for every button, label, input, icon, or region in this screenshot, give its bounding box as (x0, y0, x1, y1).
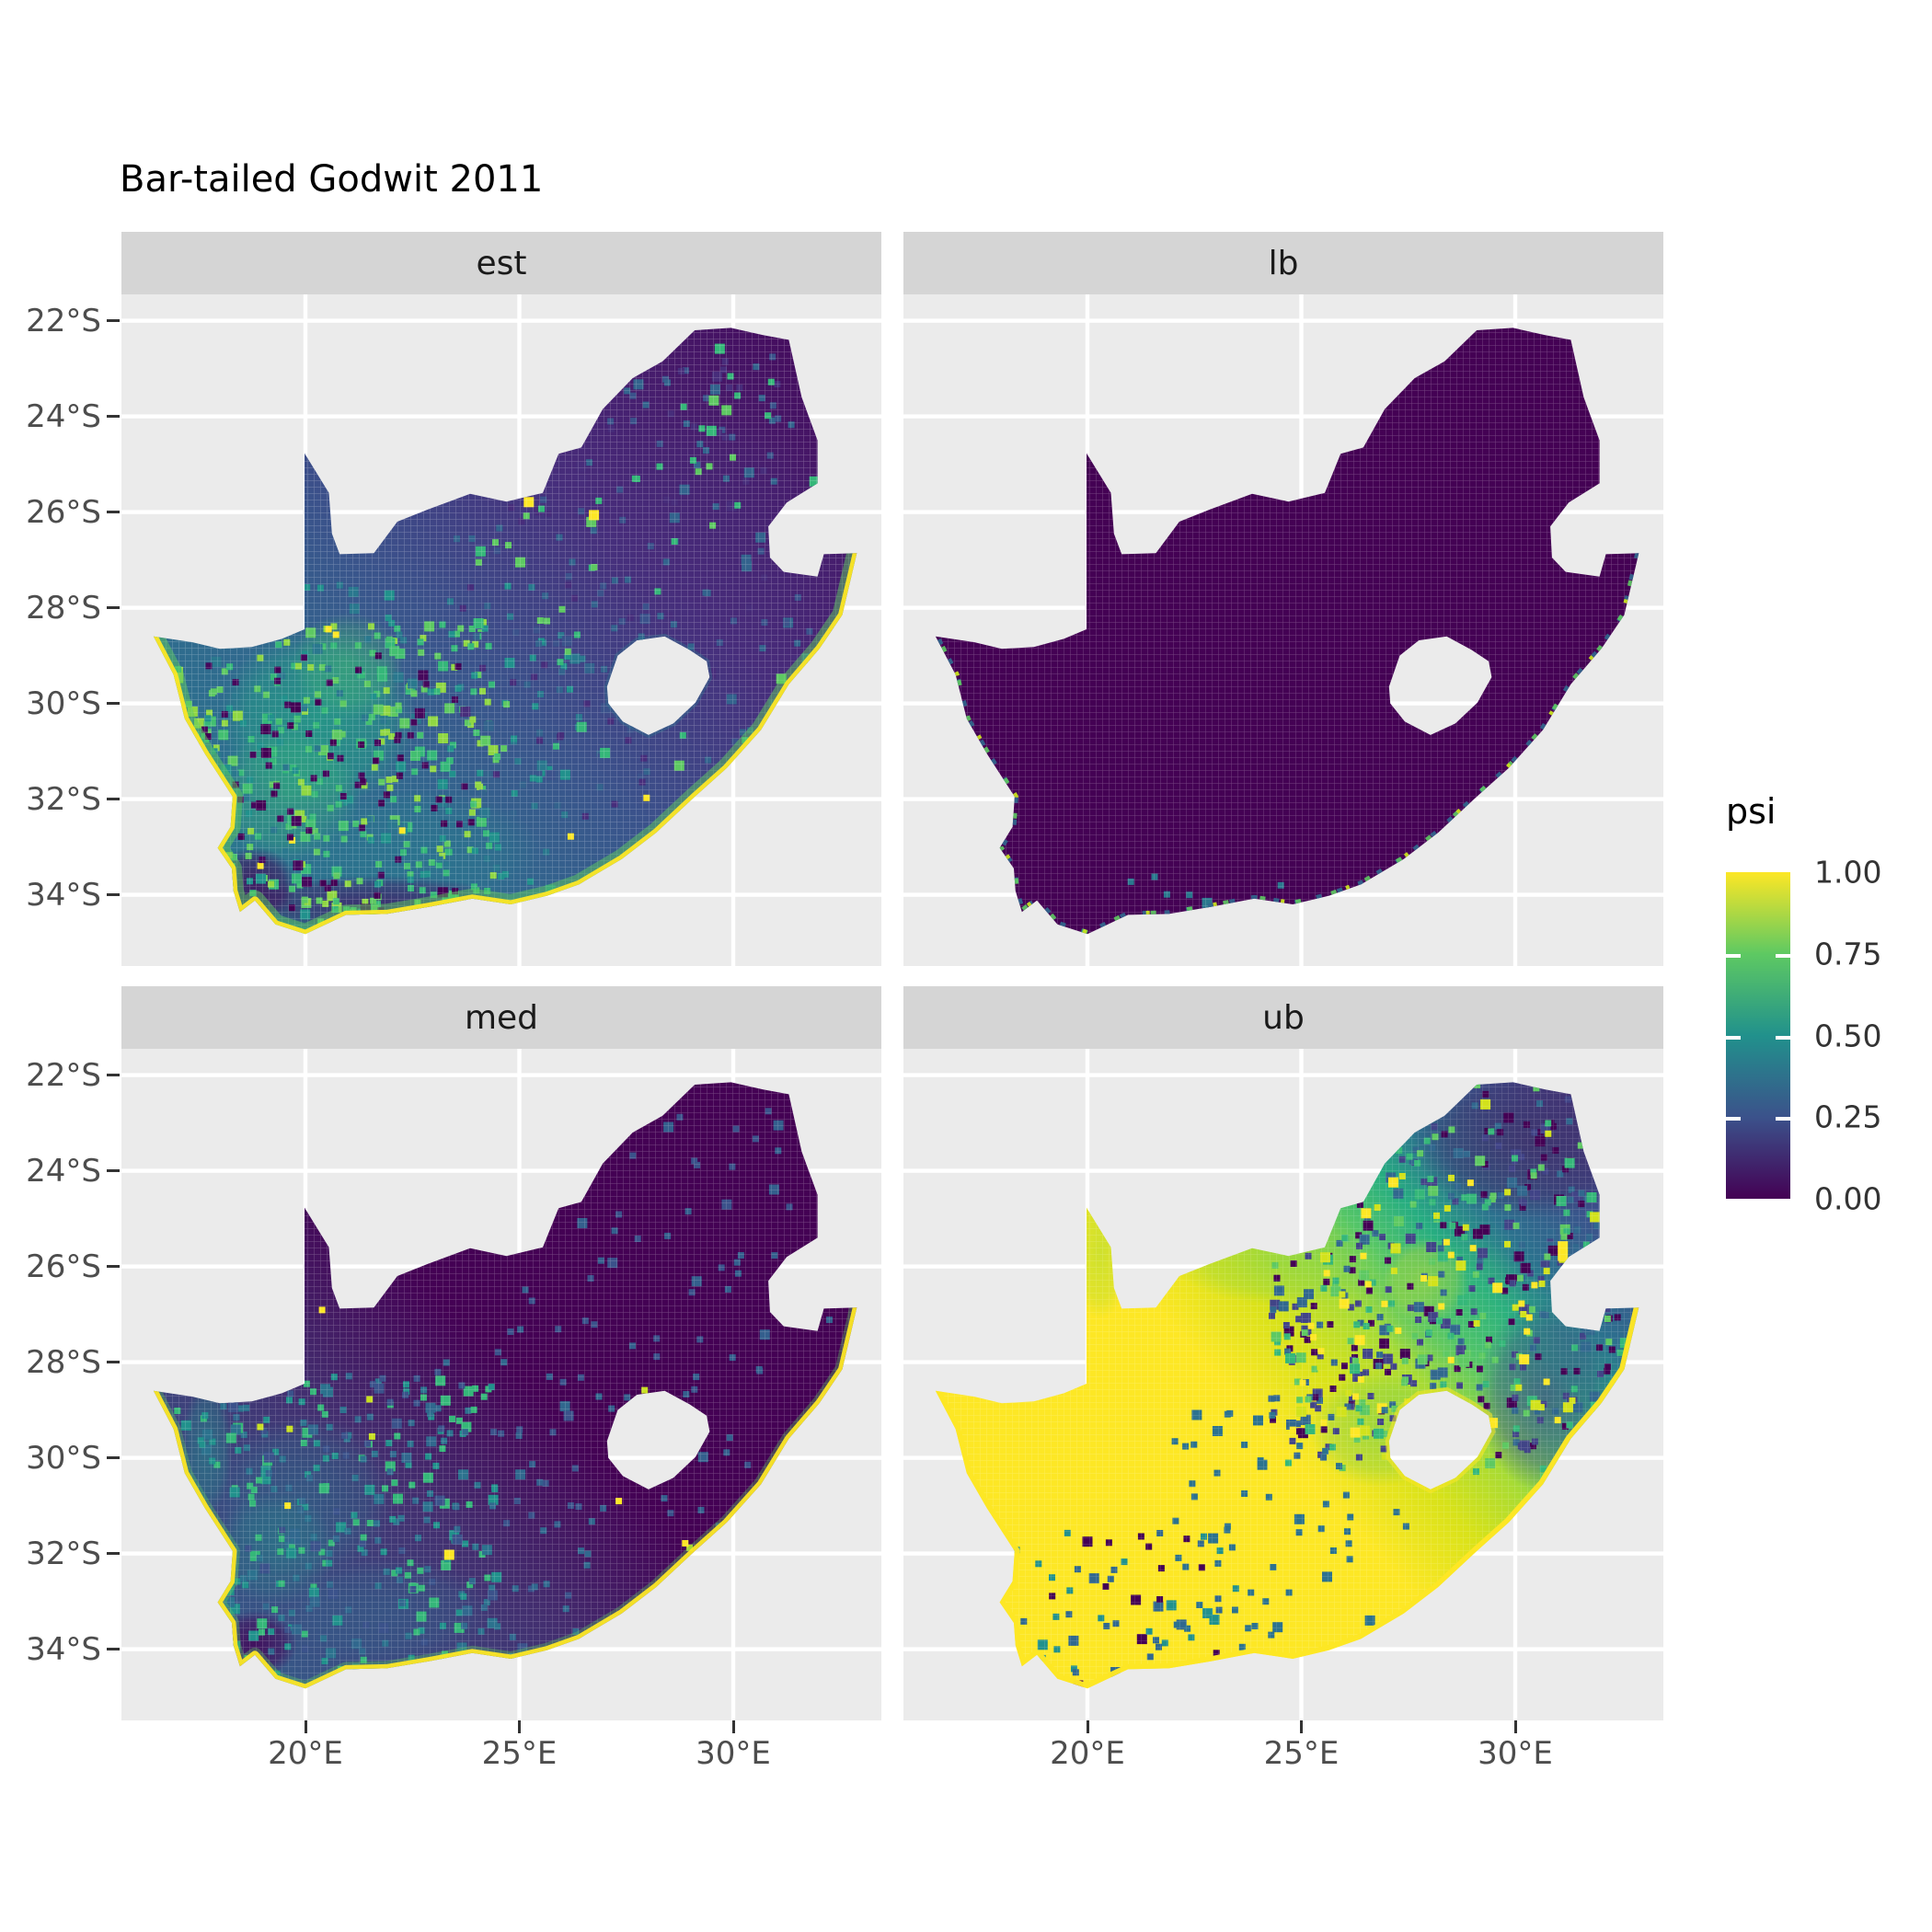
y-tick-label: 34°S (26, 876, 101, 914)
y-tick-mark (107, 1648, 120, 1651)
panel-gridline-h (903, 1073, 1663, 1077)
map-lb (903, 294, 1663, 966)
x-tick-mark (1513, 1720, 1517, 1733)
legend-title: psi (1726, 791, 1777, 832)
legend-tick-label: 0.75 (1814, 936, 1882, 972)
y-tick-mark (107, 1265, 120, 1269)
legend: psi 1.00 0.75 0.50 0.25 0.00 (1713, 791, 1925, 1224)
x-tick-label: 30°E (696, 1735, 771, 1772)
panel-gridline-h (903, 414, 1663, 419)
y-tick-mark (107, 893, 120, 897)
x-tick-label: 30°E (1478, 1735, 1553, 1772)
plot-title: Bar-tailed Godwit 2011 (120, 158, 544, 201)
legend-bar-tick (1726, 953, 1741, 958)
y-tick-label: 24°S (26, 1152, 101, 1190)
legend-bar-tick (1776, 1035, 1790, 1040)
y-tick-mark (107, 1552, 120, 1556)
panel-gridline-h (903, 1168, 1663, 1173)
y-tick-label: 32°S (26, 780, 101, 818)
y-tick-label: 32°S (26, 1535, 101, 1572)
x-tick-label: 25°E (481, 1735, 558, 1772)
x-tick-label: 20°E (1050, 1735, 1125, 1772)
y-tick-label: 28°S (26, 1343, 101, 1381)
legend-tick-label: 0.50 (1814, 1018, 1882, 1053)
y-tick-label: 24°S (26, 397, 101, 435)
x-tick-mark (1086, 1720, 1089, 1733)
facet-strip-med: med (121, 986, 881, 1049)
x-tick-label: 20°E (268, 1735, 343, 1772)
facet-strip-lb: lb (903, 232, 1663, 294)
panel-gridline-h (121, 1168, 881, 1173)
x-tick-mark (304, 1720, 307, 1733)
facet-strip-label: ub (1262, 998, 1305, 1037)
facet-panel-lb (903, 294, 1663, 966)
y-tick-mark (107, 606, 120, 610)
map-med (121, 1049, 881, 1720)
y-tick-label: 26°S (26, 1248, 101, 1285)
y-tick-label: 34°S (26, 1630, 101, 1668)
panel-gridline-h (121, 318, 881, 323)
y-tick-mark (107, 1361, 120, 1364)
facet-panel-ub (903, 1049, 1663, 1720)
facet-strip-label: est (476, 244, 527, 282)
x-tick-mark (518, 1720, 521, 1733)
facet-strip-est: est (121, 232, 881, 294)
y-tick-label: 30°S (26, 684, 101, 722)
y-tick-label: 28°S (26, 589, 101, 627)
legend-tick-label: 1.00 (1814, 854, 1882, 891)
y-tick-mark (107, 415, 120, 419)
y-tick-label: 22°S (26, 302, 101, 339)
y-tick-label: 22°S (26, 1056, 101, 1094)
facet-strip-label: med (464, 998, 539, 1037)
y-tick-mark (107, 511, 120, 514)
y-tick-label: 26°S (26, 493, 101, 531)
x-tick-mark (731, 1720, 735, 1733)
map-ub (903, 1049, 1663, 1720)
legend-tick-label: 0.00 (1814, 1180, 1882, 1217)
legend-colorbar (1726, 872, 1790, 1199)
legend-tick-label: 0.25 (1814, 1098, 1882, 1135)
y-tick-mark (107, 319, 120, 323)
y-tick-mark (107, 702, 120, 706)
panel-gridline-h (121, 1073, 881, 1077)
y-tick-mark (107, 1456, 120, 1460)
facet-strip-ub: ub (903, 986, 1663, 1049)
panel-gridline-h (903, 318, 1663, 323)
facet-panel-med (121, 1049, 881, 1720)
legend-bar-tick (1776, 1117, 1790, 1121)
y-tick-mark (107, 798, 120, 801)
y-tick-mark (107, 1074, 120, 1077)
legend-bar-tick (1726, 1035, 1741, 1040)
y-tick-label: 30°S (26, 1439, 101, 1477)
legend-bar-tick (1726, 1117, 1741, 1121)
x-tick-label: 25°E (1263, 1735, 1340, 1772)
x-tick-mark (1300, 1720, 1303, 1733)
facet-strip-label: lb (1268, 244, 1299, 282)
facet-panel-est (121, 294, 881, 966)
panel-gridline-h (121, 414, 881, 419)
y-tick-mark (107, 1169, 120, 1173)
legend-bar-tick (1776, 953, 1790, 958)
map-est (121, 294, 881, 966)
